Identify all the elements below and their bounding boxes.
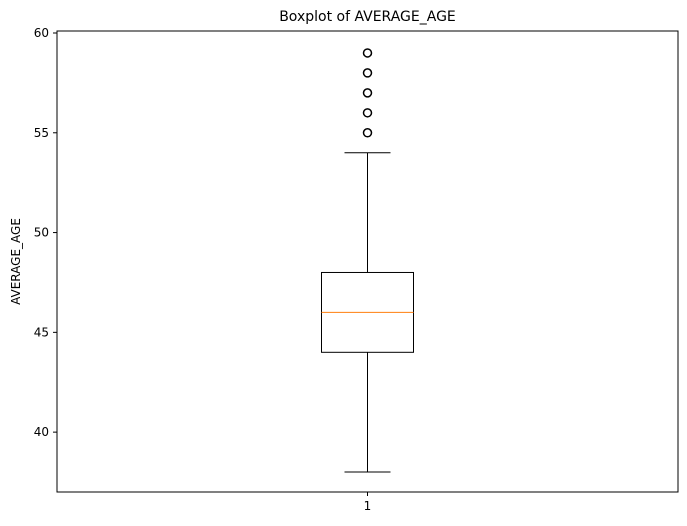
chart-title: Boxplot of AVERAGE_AGE [279,9,456,25]
outlier-point [362,128,373,138]
outlier-point [362,48,373,58]
outlier-point [362,108,373,118]
y-tick-label: 60 [34,26,49,40]
outlier-point [362,68,373,78]
y-axis-label: AVERAGE_AGE [9,218,23,305]
y-tick-label: 50 [34,226,49,240]
plot-frame [56,30,679,493]
y-axis: 40 45 50 55 60 [34,26,57,439]
x-axis: 1 [364,492,372,513]
y-tick-label: 55 [34,126,49,140]
outlier-point [362,88,373,98]
x-tick-label: 1 [364,499,372,513]
y-tick-label: 45 [34,325,49,339]
y-tick-label: 40 [34,425,49,439]
box-series [321,48,414,473]
